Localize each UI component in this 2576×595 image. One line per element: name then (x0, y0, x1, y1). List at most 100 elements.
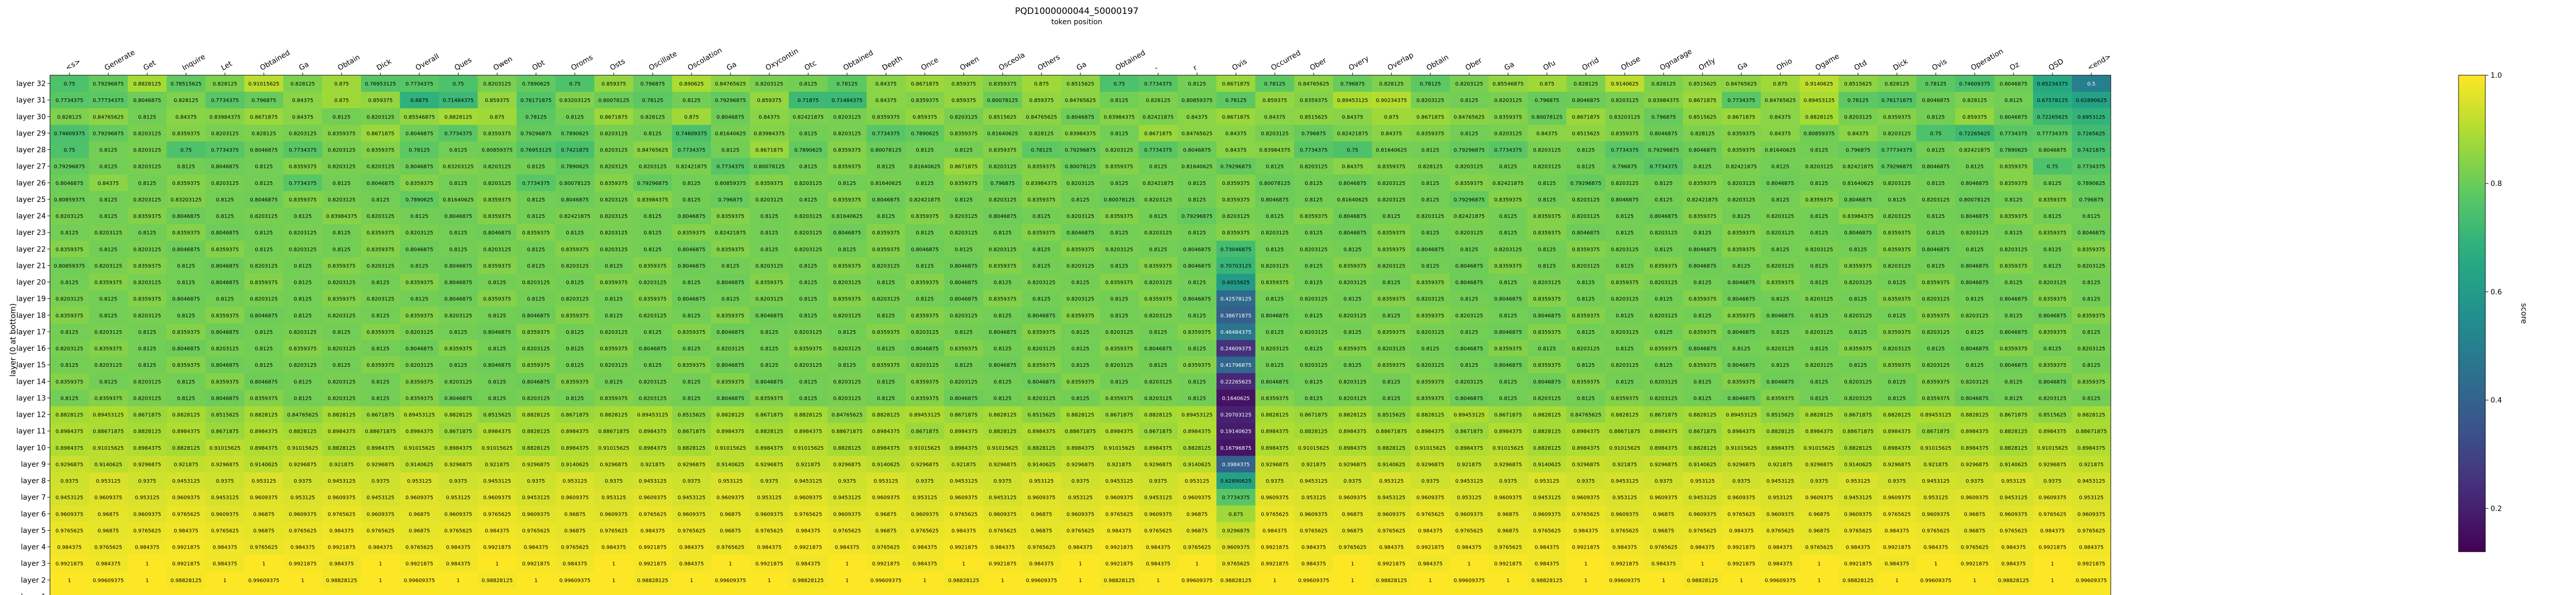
cell-value-label: 0.8359375 (211, 247, 239, 252)
y-tick-label: layer 31 (16, 96, 46, 105)
cell-value-label: 0.91015625 (287, 446, 318, 451)
cell-value-label: 0.82421875 (792, 114, 823, 120)
cell-value-label: 0.9609375 (483, 495, 511, 501)
cell-value-label: 0.8125 (1693, 164, 1711, 170)
cell-value-label: 0.921875 (1301, 462, 1326, 468)
cell-value-label: 0.8125 (1810, 181, 1828, 186)
cell-value-label: 0.8828125 (1533, 413, 1561, 418)
colorbar-tick-label: 0.6 (2490, 288, 2502, 296)
cell-value-label: 0.9765625 (2039, 512, 2066, 517)
cell-value-label: 0.8203125 (1300, 247, 1328, 252)
heatmap-cell (1061, 108, 1100, 125)
cell-value-label: 0.8125 (2043, 181, 2061, 186)
cell-value-label: 0.984375 (57, 545, 82, 551)
heatmap-cell (1372, 125, 1412, 142)
cell-value-label: 0.8125 (1616, 214, 1634, 219)
x-tick-label: Osts (608, 57, 626, 72)
x-tick-label: Obtain (336, 53, 361, 72)
cell-value-label: 0.8046875 (56, 181, 83, 186)
cell-value-label: 0.8359375 (172, 131, 200, 137)
cell-value-label: 0.8125 (1810, 230, 1828, 236)
cell-value-label: 0.8125 (1538, 197, 1556, 203)
cell-value-label: 0.8515625 (1066, 81, 1094, 87)
cell-value-label: 0.8125 (994, 396, 1012, 401)
cell-value-label: 0.8046875 (444, 280, 472, 286)
cell-value-label: 0.8671875 (1572, 114, 1600, 120)
cell-value-label: 0.8125 (527, 247, 545, 252)
cell-value-label: 0.8203125 (366, 214, 394, 219)
cell-value-label: 0.8203125 (1844, 379, 1872, 385)
cell-value-label: 0.9765625 (1066, 528, 1094, 534)
cell-value-label: 0.8125 (1655, 363, 1673, 368)
cell-value-label: 0.8203125 (1378, 263, 1405, 269)
heatmap-cell (1449, 92, 1489, 109)
cell-value-label: 0.8203125 (328, 396, 355, 401)
cell-value-label: 0.8125 (294, 313, 312, 319)
cell-value-label: 0.8125 (1266, 214, 1284, 219)
heatmap-cell (1644, 158, 1684, 175)
cell-value-label: 0.9765625 (328, 512, 355, 517)
cell-value-label: 0.8671875 (1144, 131, 1172, 137)
cell-value-label: 0.96875 (1187, 512, 1208, 517)
cell-value-label: 0.8046875 (211, 280, 239, 286)
cell-value-label: 0.8984375 (1766, 446, 1794, 451)
cell-value-label: 0.8359375 (677, 363, 705, 368)
x-tick-label: Osceola (997, 51, 1026, 73)
heatmap-cell (1644, 125, 1684, 142)
cell-value-label: 0.8359375 (1883, 363, 1911, 368)
cell-value-label: 0.84375 (1342, 164, 1363, 170)
cell-value-label: 0.8203125 (1300, 297, 1328, 302)
cell-value-label: 0.9921875 (1378, 562, 1405, 567)
heatmap-cell (516, 174, 556, 192)
cell-value-label: 0.953125 (1029, 479, 1054, 484)
cell-value-label: 0.8125 (1499, 280, 1517, 286)
cell-value-label: 0.8125 (1421, 197, 1439, 203)
cell-value-label: 0.9765625 (717, 545, 744, 551)
cell-value-label: 0.88671875 (598, 429, 629, 435)
cell-value-label: 0.8359375 (717, 214, 744, 219)
cell-value-label: 0.8125 (799, 197, 817, 203)
heatmap-cell (2072, 125, 2111, 142)
cell-value-label: 0.984375 (1262, 528, 1287, 534)
cell-value-label: 0.9453125 (1533, 495, 1561, 501)
cell-value-label: 0.8984375 (561, 429, 589, 435)
cell-value-label: 0.8984375 (950, 446, 978, 451)
cell-value-label: 0.875 (1539, 81, 1554, 87)
heatmap-cell (1722, 92, 1761, 109)
cell-value-label: 0.84375 (98, 181, 119, 186)
cell-value-label: 0.8515625 (1689, 114, 1717, 120)
cell-value-label: 0.84375 (1381, 131, 1402, 137)
cell-value-label: 0.8828125 (1183, 446, 1211, 451)
heatmap-cell (633, 158, 673, 175)
cell-value-label: 0.9140625 (1805, 81, 1833, 87)
cell-value-label: 0.8359375 (522, 230, 550, 236)
heatmap-cell (361, 141, 400, 159)
heatmap-cell (1061, 158, 1100, 175)
cell-value-label: 0.9296875 (833, 462, 861, 468)
cell-value-label: 0.8125 (216, 197, 234, 203)
cell-value-label: 0.8359375 (1883, 297, 1911, 302)
cell-value-label: 0.8125 (1032, 214, 1050, 219)
heatmap-cell (983, 158, 1023, 175)
heatmap-cell (322, 158, 362, 175)
cell-value-label: 0.8046875 (1727, 330, 1755, 335)
heatmap-cell (1255, 75, 1295, 92)
cell-value-label: 0.80078125 (1531, 114, 1562, 120)
x-tick-label: Ovis (1930, 57, 1948, 72)
cell-value-label: 0.98828125 (482, 578, 513, 584)
cell-value-label: 0.875 (334, 81, 349, 87)
cell-value-label: 0.8125 (1965, 330, 1984, 335)
cell-value-label: 0.62890625 (1221, 479, 1251, 484)
cell-value-label: 0.9609375 (522, 512, 550, 517)
cell-value-label: 0.984375 (640, 528, 665, 534)
heatmap-cell (1566, 75, 1606, 92)
cell-value-label: 0.8203125 (250, 263, 278, 269)
cell-value-label: 0.84375 (1770, 131, 1791, 137)
heatmap-cell (1994, 75, 2033, 92)
cell-value-label: 0.8203125 (133, 197, 161, 203)
cell-value-label: 0.96875 (253, 528, 274, 534)
cell-value-label: 0.9609375 (328, 495, 355, 501)
cell-value-label: 0.8984375 (1261, 446, 1289, 451)
cell-value-label: 0.8046875 (1144, 346, 1172, 352)
heatmap-cell (205, 174, 245, 192)
